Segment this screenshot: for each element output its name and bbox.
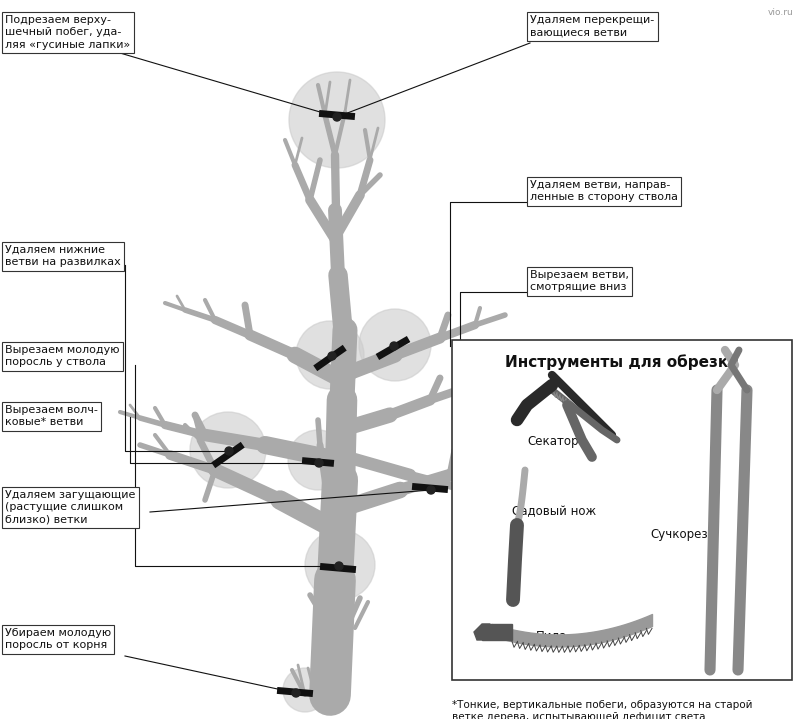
Text: Удаляем загущающие
(растущие слишком
близко) ветки: Удаляем загущающие (растущие слишком бли…	[5, 490, 135, 525]
Text: Удаляем нижние
ветви на развилках: Удаляем нижние ветви на развилках	[5, 245, 121, 267]
Text: Удаляем ветви, направ-
ленные в сторону ствола: Удаляем ветви, направ- ленные в сторону …	[530, 180, 678, 203]
Circle shape	[292, 689, 300, 697]
Circle shape	[288, 430, 348, 490]
Circle shape	[289, 72, 385, 168]
Circle shape	[296, 321, 364, 389]
Text: Удаляем перекрещи-
вающиеся ветви: Удаляем перекрещи- вающиеся ветви	[530, 15, 654, 37]
Text: Вырезаем молодую
поросль у ствола: Вырезаем молодую поросль у ствола	[5, 345, 119, 367]
Circle shape	[333, 113, 341, 121]
Circle shape	[283, 668, 327, 712]
Circle shape	[305, 530, 375, 600]
Polygon shape	[482, 624, 512, 640]
Circle shape	[190, 412, 266, 488]
Circle shape	[359, 309, 431, 381]
Text: Сучкорез: Сучкорез	[650, 528, 708, 541]
Circle shape	[390, 342, 398, 350]
Text: Секатор: Секатор	[527, 435, 578, 448]
Text: Вырезаем волч-
ковые* ветви: Вырезаем волч- ковые* ветви	[5, 405, 98, 427]
Text: vio.ru: vio.ru	[767, 8, 793, 17]
Polygon shape	[474, 624, 490, 640]
Bar	[452, 340, 792, 680]
Text: Вырезаем ветви,
смотрящие вниз: Вырезаем ветви, смотрящие вниз	[530, 270, 629, 293]
Circle shape	[328, 352, 336, 360]
Text: *Тонкие, вертикальные побеги, образуются на старой
ветке дерева, испытывающей де: *Тонкие, вертикальные побеги, образуются…	[452, 700, 753, 719]
Circle shape	[335, 562, 343, 570]
Text: Пила: Пила	[536, 630, 568, 643]
Text: Садовый нож: Садовый нож	[512, 505, 596, 518]
Text: Подрезаем верху-
шечный побег, уда-
ляя «гусиные лапки»: Подрезаем верху- шечный побег, уда- ляя …	[5, 15, 130, 50]
Circle shape	[427, 486, 435, 494]
Circle shape	[225, 447, 233, 455]
Text: Инструменты для обрезки: Инструменты для обрезки	[505, 354, 739, 370]
Circle shape	[315, 459, 323, 467]
Text: Убираем молодую
поросль от корня: Убираем молодую поросль от корня	[5, 628, 111, 651]
